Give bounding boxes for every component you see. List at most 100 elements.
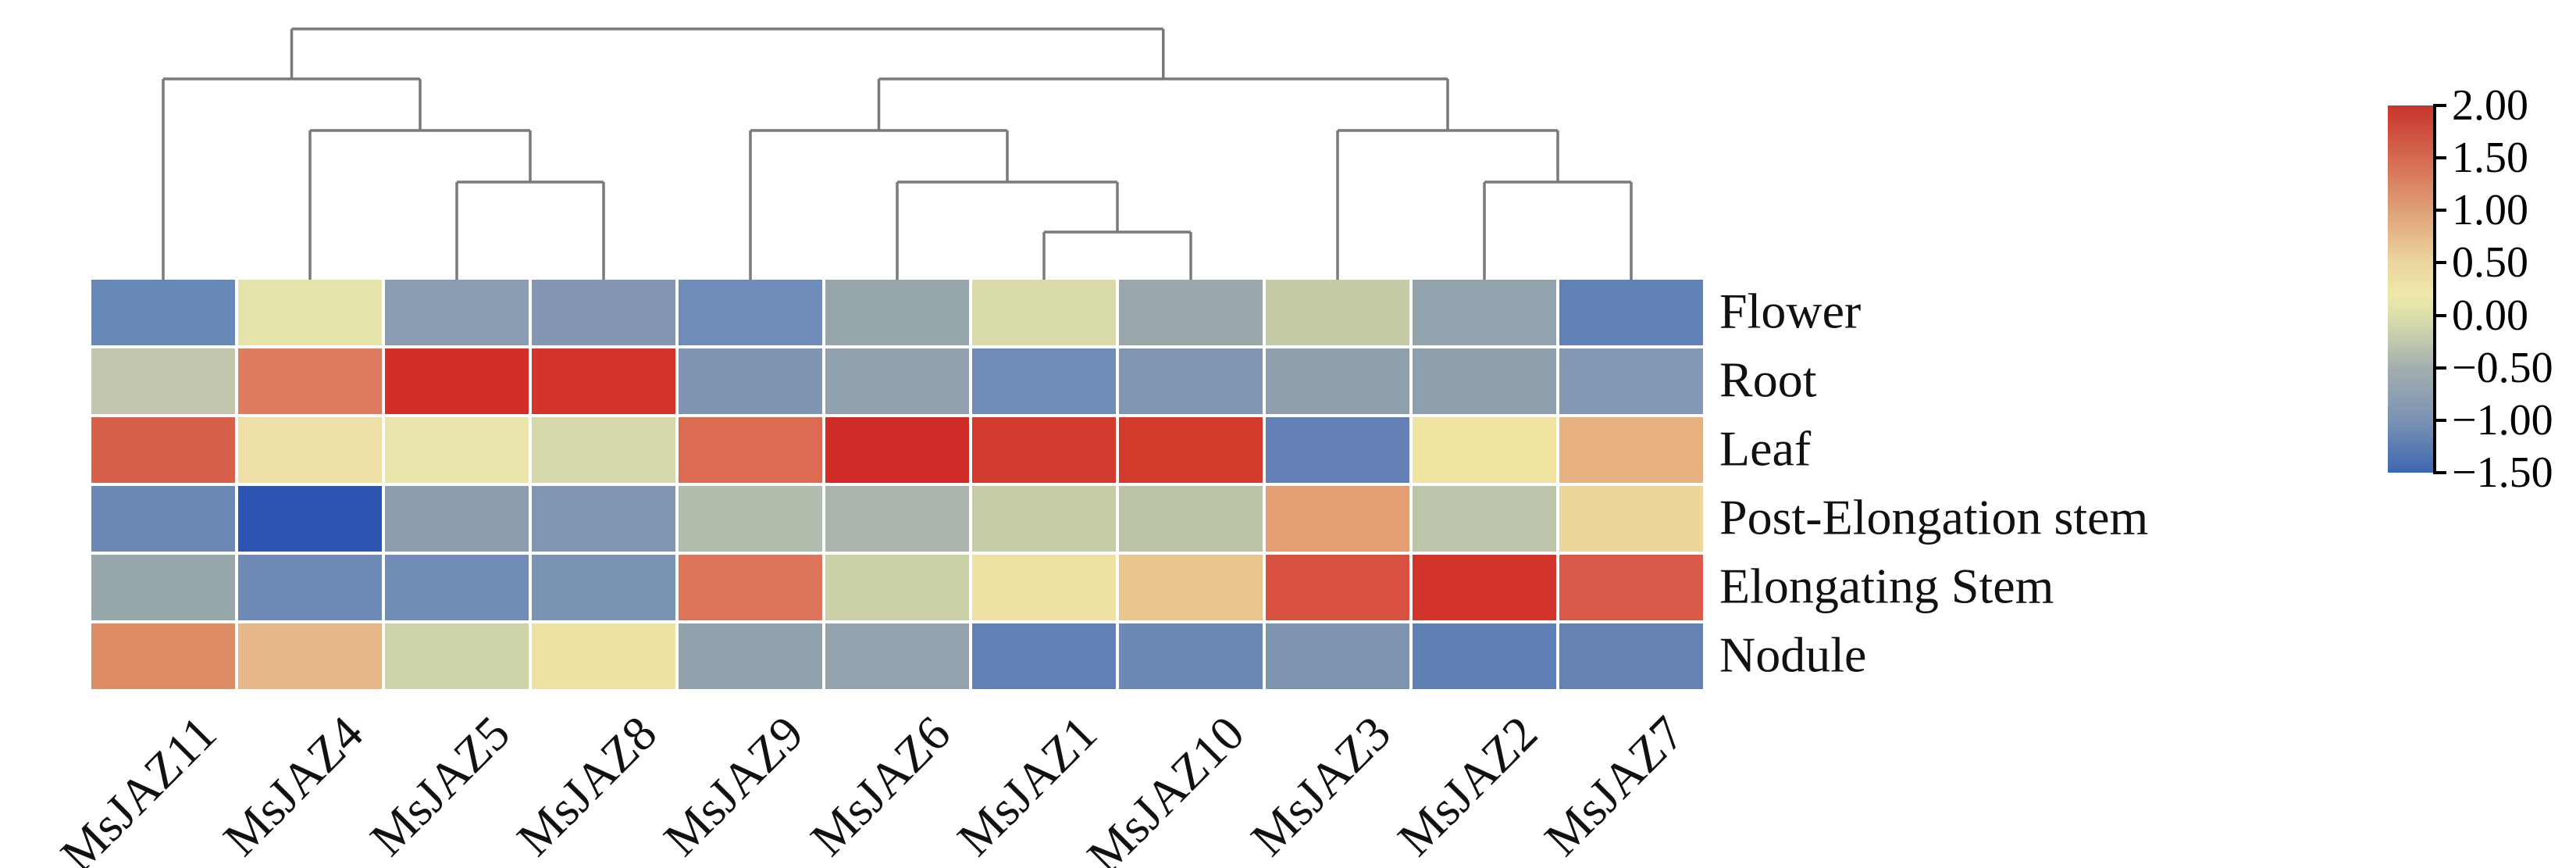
colorbar-tick xyxy=(2436,313,2446,317)
heatmap-cell-leaf-msjaz7 xyxy=(1559,417,1703,483)
heatmap-cell-elongating-stem-msjaz5 xyxy=(385,555,529,620)
column-label: MsJAZ8 xyxy=(507,705,668,866)
heatmap-cell-flower-msjaz11 xyxy=(91,280,235,345)
heatmap-cell-flower-msjaz4 xyxy=(238,280,382,345)
colorbar-tick-label: 0.00 xyxy=(2452,291,2528,340)
heatmap-cell-nodule-msjaz9 xyxy=(679,623,822,689)
row-label: Post-Elongation stem xyxy=(1719,489,2149,545)
colorbar-tick xyxy=(2436,104,2446,107)
heatmap-cell-flower-msjaz10 xyxy=(1119,280,1263,345)
row-label: Flower xyxy=(1719,283,1862,339)
heatmap-cell-leaf-msjaz6 xyxy=(825,417,969,483)
heatmap-cell-nodule-msjaz2 xyxy=(1413,623,1556,689)
colorbar-gradient xyxy=(2388,105,2435,473)
heatmap-cell-leaf-msjaz8 xyxy=(532,417,675,483)
heatmap-cell-elongating-stem-msjaz4 xyxy=(238,555,382,620)
heatmap-cell-nodule-msjaz6 xyxy=(825,623,969,689)
heatmap-cell-leaf-msjaz2 xyxy=(1413,417,1556,483)
colorbar-tick-label: 1.50 xyxy=(2452,134,2528,183)
heatmap-cell-nodule-msjaz10 xyxy=(1119,623,1263,689)
row-label: Nodule xyxy=(1719,627,1867,683)
heatmap-cell-post-elongation-stem-msjaz4 xyxy=(238,486,382,552)
heatmap-cell-root-msjaz2 xyxy=(1413,348,1556,414)
colorbar-tick-label: −1.50 xyxy=(2452,448,2553,497)
heatmap-cell-leaf-msjaz4 xyxy=(238,417,382,483)
heatmap-cell-nodule-msjaz3 xyxy=(1266,623,1409,689)
heatmap-cell-elongating-stem-msjaz7 xyxy=(1559,555,1703,620)
heatmap-cell-elongating-stem-msjaz6 xyxy=(825,555,969,620)
heatmap-cell-root-msjaz9 xyxy=(679,348,822,414)
colorbar-tick-label: 0.50 xyxy=(2452,238,2528,288)
column-label: MsJAZ10 xyxy=(1076,705,1255,868)
heatmap-cell-post-elongation-stem-msjaz10 xyxy=(1119,486,1263,552)
heatmap-cell-post-elongation-stem-msjaz11 xyxy=(91,486,235,552)
heatmap-cell-post-elongation-stem-msjaz2 xyxy=(1413,486,1556,552)
colorbar-tick xyxy=(2436,471,2446,474)
heatmap-grid xyxy=(91,280,1703,689)
heatmap-cell-nodule-msjaz4 xyxy=(238,623,382,689)
heatmap-cell-post-elongation-stem-msjaz5 xyxy=(385,486,529,552)
heatmap-cell-flower-msjaz3 xyxy=(1266,280,1409,345)
colorbar-tick-label: 1.00 xyxy=(2452,186,2528,235)
heatmap-cell-nodule-msjaz8 xyxy=(532,623,675,689)
heatmap-cell-nodule-msjaz11 xyxy=(91,623,235,689)
heatmap-cell-leaf-msjaz9 xyxy=(679,417,822,483)
column-label: MsJAZ7 xyxy=(1534,705,1695,866)
heatmap-cell-elongating-stem-msjaz8 xyxy=(532,555,675,620)
column-label: MsJAZ4 xyxy=(213,705,374,866)
colorbar-tick xyxy=(2436,261,2446,265)
heatmap-cell-elongating-stem-msjaz10 xyxy=(1119,555,1263,620)
heatmap-cell-elongating-stem-msjaz1 xyxy=(972,555,1116,620)
heatmap-cell-flower-msjaz7 xyxy=(1559,280,1703,345)
heatmap-cell-post-elongation-stem-msjaz6 xyxy=(825,486,969,552)
colorbar-tick-label: −1.00 xyxy=(2452,395,2553,445)
column-label: MsJAZ3 xyxy=(1241,705,1402,866)
colorbar-tick xyxy=(2436,418,2446,422)
heatmap-cell-leaf-msjaz1 xyxy=(972,417,1116,483)
heatmap-cell-flower-msjaz9 xyxy=(679,280,822,345)
heatmap-cell-root-msjaz4 xyxy=(238,348,382,414)
heatmap-cell-nodule-msjaz7 xyxy=(1559,623,1703,689)
heatmap-cell-root-msjaz11 xyxy=(91,348,235,414)
heatmap-cell-root-msjaz8 xyxy=(532,348,675,414)
heatmap-cell-flower-msjaz6 xyxy=(825,280,969,345)
heatmap-cell-nodule-msjaz5 xyxy=(385,623,529,689)
colorbar-tick xyxy=(2436,366,2446,370)
heatmap-cell-leaf-msjaz3 xyxy=(1266,417,1409,483)
heatmap-cell-root-msjaz7 xyxy=(1559,348,1703,414)
heatmap-cell-root-msjaz10 xyxy=(1119,348,1263,414)
heatmap-cell-nodule-msjaz1 xyxy=(972,623,1116,689)
heatmap-cell-root-msjaz5 xyxy=(385,348,529,414)
heatmap-cell-leaf-msjaz10 xyxy=(1119,417,1263,483)
colorbar-tick-label: 2.00 xyxy=(2452,81,2528,130)
colorbar-tick xyxy=(2436,209,2446,213)
row-label: Leaf xyxy=(1719,420,1812,477)
column-label: MsJAZ5 xyxy=(360,705,521,866)
heatmap-cell-flower-msjaz2 xyxy=(1413,280,1556,345)
heatmap-cell-post-elongation-stem-msjaz7 xyxy=(1559,486,1703,552)
heatmap-cell-flower-msjaz5 xyxy=(385,280,529,345)
row-label: Root xyxy=(1719,352,1817,408)
heatmap-cell-leaf-msjaz11 xyxy=(91,417,235,483)
heatmap-cell-post-elongation-stem-msjaz3 xyxy=(1266,486,1409,552)
heatmap-cell-elongating-stem-msjaz9 xyxy=(679,555,822,620)
heatmap-cell-post-elongation-stem-msjaz9 xyxy=(679,486,822,552)
column-label: MsJAZ2 xyxy=(1388,705,1548,866)
heatmap-cell-flower-msjaz1 xyxy=(972,280,1116,345)
heatmap-cell-post-elongation-stem-msjaz1 xyxy=(972,486,1116,552)
heatmap-cell-elongating-stem-msjaz11 xyxy=(91,555,235,620)
column-label: MsJAZ6 xyxy=(800,705,961,866)
colorbar-axis-line xyxy=(2433,104,2436,474)
heatmap-cell-root-msjaz3 xyxy=(1266,348,1409,414)
column-label: MsJAZ9 xyxy=(654,705,814,866)
colorbar-tick-label: −0.50 xyxy=(2452,343,2553,392)
heatmap-cell-post-elongation-stem-msjaz8 xyxy=(532,486,675,552)
heatmap-cell-root-msjaz1 xyxy=(972,348,1116,414)
heatmap-cell-flower-msjaz8 xyxy=(532,280,675,345)
row-label: Elongating Stem xyxy=(1719,558,2054,614)
colorbar-tick xyxy=(2436,156,2446,160)
heatmap-cell-elongating-stem-msjaz2 xyxy=(1413,555,1556,620)
heatmap-cell-leaf-msjaz5 xyxy=(385,417,529,483)
heatmap-cell-root-msjaz6 xyxy=(825,348,969,414)
